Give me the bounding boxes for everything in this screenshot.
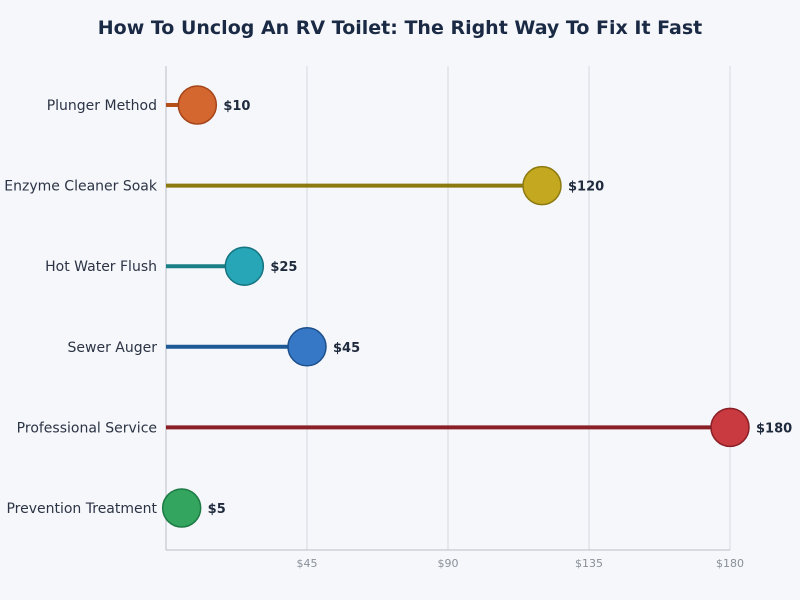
category-label: Sewer Auger xyxy=(68,340,158,356)
lollipop-dot xyxy=(161,488,202,528)
category-label: Prevention Treatment xyxy=(6,501,157,517)
lollipop-dot xyxy=(522,165,562,206)
x-tick-label: $135 xyxy=(575,557,603,570)
x-tick-label: $45 xyxy=(297,557,318,570)
value-label: $180 xyxy=(756,421,792,436)
axes: $45 $90 $135 $180 Plunger Method Enzyme Clean… xyxy=(4,66,744,570)
chart-title: How To Unclog An RV Toilet: The Right Wa… xyxy=(98,17,703,39)
category-label: Plunger Method xyxy=(47,98,157,114)
value-label: $25 xyxy=(270,260,297,275)
value-label: $120 xyxy=(568,180,604,195)
category-label: Enzyme Cleaner Soak xyxy=(4,179,158,195)
data-marks: $10 $120 $25 $45 $180 $5 xyxy=(161,85,792,528)
value-label: $5 xyxy=(208,502,226,517)
grid-lines xyxy=(306,66,731,550)
category-label: Professional Service xyxy=(17,420,157,436)
lollipop-dot xyxy=(224,246,265,286)
value-label: $10 xyxy=(223,99,250,114)
lollipop-dot xyxy=(177,85,218,125)
lollipop-dot xyxy=(710,407,750,448)
category-label: Hot Water Flush xyxy=(45,259,157,275)
lollipop-dot xyxy=(287,327,327,367)
x-tick-label: $90 xyxy=(438,557,459,570)
value-label: $45 xyxy=(333,341,360,356)
x-tick-label: $180 xyxy=(716,557,744,570)
